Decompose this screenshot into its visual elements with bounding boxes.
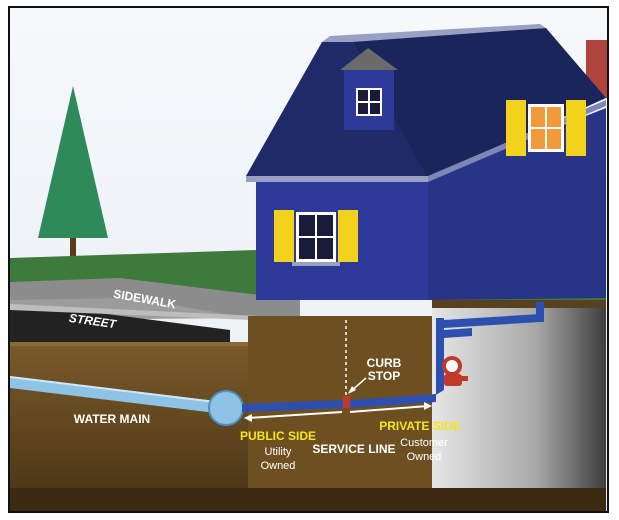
private-arrow: [349, 402, 432, 413]
private-side-label: PRIVATE SIDE: [379, 419, 461, 433]
curb-stop-valve: [343, 396, 350, 408]
curb-stop-pointer: [348, 377, 367, 394]
service-line-label: SERVICE LINE: [312, 442, 395, 456]
house: [246, 24, 606, 300]
curb-stop-label-line2: STOP: [368, 369, 400, 383]
public-arrow: [244, 411, 343, 422]
service-line-pipe: [242, 302, 544, 412]
customer-owned-line1: Customer: [400, 437, 448, 449]
lower-window: [274, 210, 358, 266]
public-side-label: PUBLIC SIDE: [240, 429, 316, 443]
upper-window: [506, 100, 586, 156]
utility-owned-line1: Utility: [265, 446, 292, 458]
water-main-label: WATER MAIN: [74, 412, 150, 426]
street-label: STREET: [68, 311, 118, 332]
curb-stop-label-line1: CURB: [367, 356, 402, 370]
utility-owned-line2: Owned: [261, 460, 296, 472]
soil-street-side: [10, 342, 248, 490]
customer-owned-line2: Owned: [407, 451, 442, 463]
sidewalk-street: [10, 278, 300, 345]
frame-border: [8, 6, 609, 513]
water-meter: [442, 356, 468, 386]
tree: [38, 86, 108, 256]
